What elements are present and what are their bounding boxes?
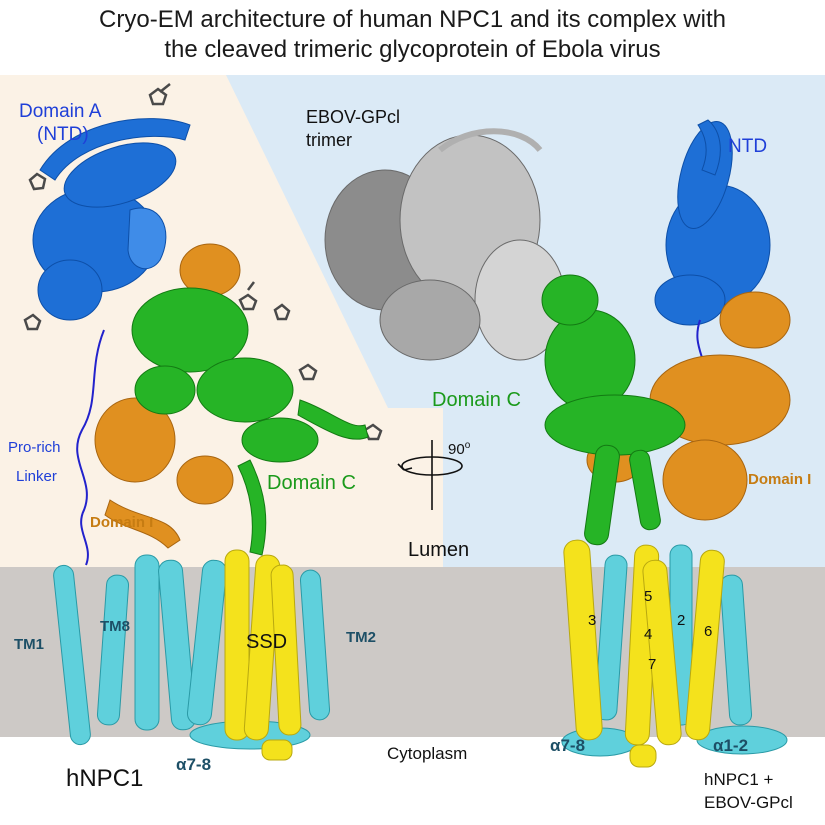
label-ntd-right: NTD <box>728 136 768 157</box>
tm-helices-left <box>53 554 331 750</box>
label-alpha78-left: α7-8 <box>176 755 212 774</box>
pro-rich-linker <box>76 329 105 566</box>
ntd-right <box>654 119 771 326</box>
tm-helices-right <box>561 544 788 757</box>
label-domain-i-left: Domain I <box>90 514 154 531</box>
label-tm1: TM1 <box>14 636 44 653</box>
title-line-1: Cryo-EM architecture of human NPC1 and i… <box>99 6 726 33</box>
domain-c-left <box>131 287 369 556</box>
label-gp-line1: EBOV-GPcl <box>306 107 401 127</box>
domain-a-ntd <box>32 118 191 321</box>
rotation-symbol <box>397 440 463 510</box>
label-cytoplasm: Cytoplasm <box>387 744 468 763</box>
label-rotation-90: 90o <box>448 440 471 458</box>
label-helix-5: 5 <box>644 588 653 605</box>
label-tm2: TM2 <box>346 629 376 646</box>
label-helix-4: 4 <box>644 626 653 643</box>
caption-complex-line1: hNPC1 + <box>704 770 774 789</box>
cytoplasm-background <box>0 737 825 825</box>
label-alpha12-right: α1-2 <box>713 736 749 755</box>
ssd-left <box>224 549 302 761</box>
rotation-value: 90 <box>448 441 465 458</box>
label-helix-3: 3 <box>588 612 597 629</box>
label-alpha78-right: α7-8 <box>550 736 586 755</box>
ebov-gp-trimer <box>324 128 566 361</box>
label-helix-6: 6 <box>704 623 713 640</box>
degree-sign: o <box>464 440 471 451</box>
label-lumen: Lumen <box>408 539 470 561</box>
domain-c-right <box>541 274 686 546</box>
label-helix-2: 2 <box>677 612 686 629</box>
label-gp-line2: trimer <box>306 130 352 150</box>
label-tm8: TM8 <box>100 618 130 635</box>
caption-hnpc1: hNPC1 <box>66 765 144 792</box>
label-domain-c-left: Domain C <box>267 472 356 494</box>
label-domain-c-right: Domain C <box>432 389 521 411</box>
domain-i-left <box>94 243 241 549</box>
ssd-right <box>563 539 725 768</box>
label-helix-7: 7 <box>648 656 657 673</box>
title-line-2: the cleaved trimeric glycoprotein of Ebo… <box>164 36 661 63</box>
label-domain-a: Domain A <box>19 101 102 122</box>
caption-complex-line2: EBOV-GPcl <box>704 793 793 812</box>
label-linker: Linker <box>16 468 57 485</box>
label-ssd: SSD <box>246 631 288 653</box>
label-pro-rich: Pro-rich <box>8 439 61 456</box>
label-domain-i-right: Domain I <box>748 471 812 488</box>
label-ntd-paren: (NTD) <box>37 124 89 145</box>
